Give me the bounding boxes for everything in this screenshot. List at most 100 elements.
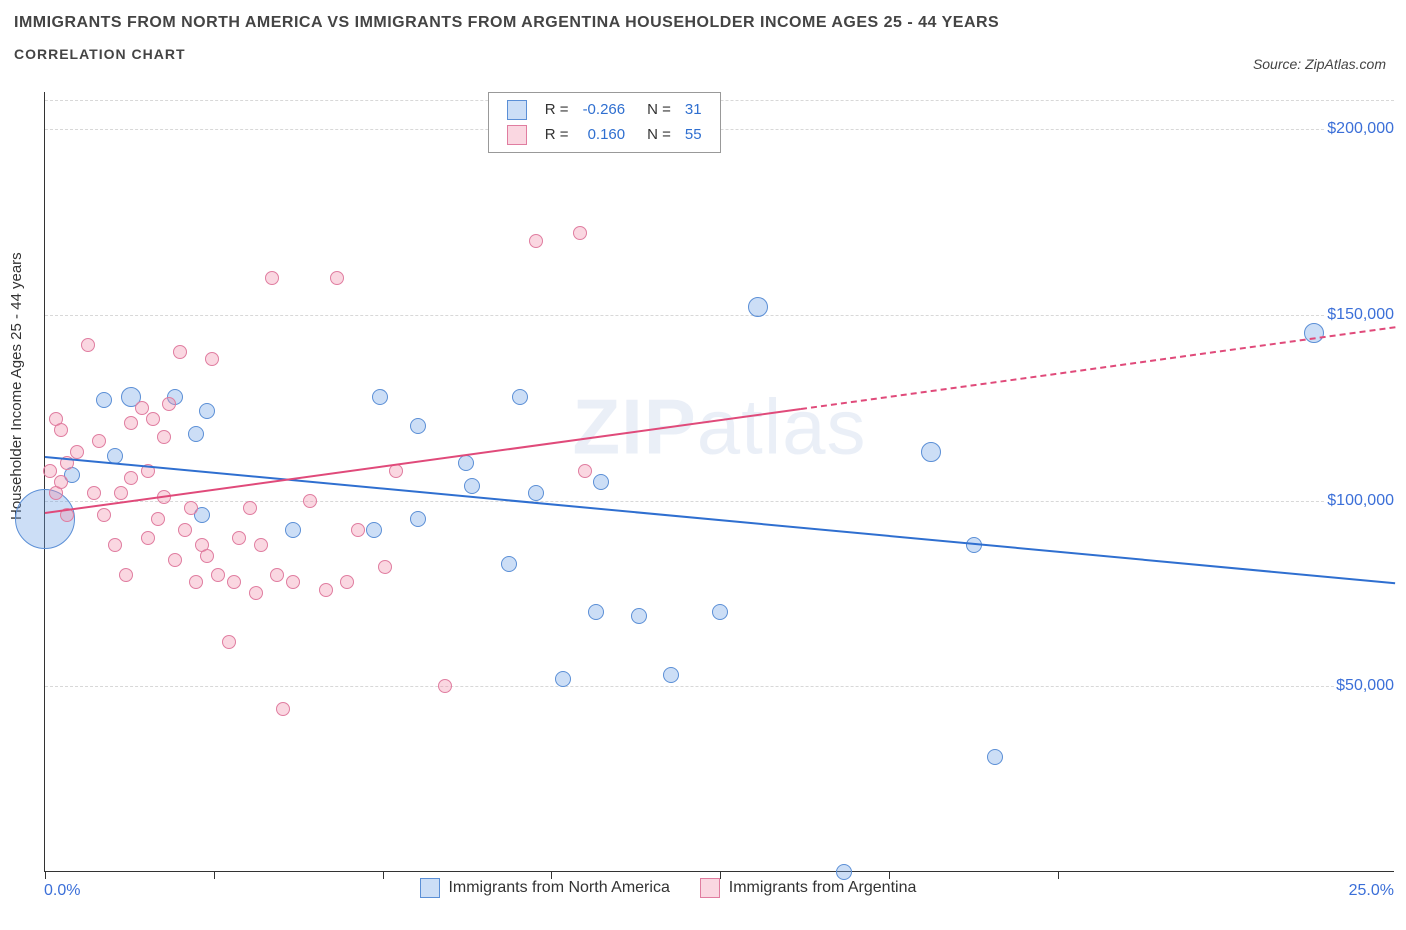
- data-point-na: [285, 522, 301, 538]
- n-value: 55: [679, 124, 708, 147]
- data-point-na: [555, 671, 571, 687]
- r-value: 0.160: [577, 124, 632, 147]
- data-point-ar: [573, 226, 587, 240]
- legend-bottom: Immigrants from North America Immigrants…: [420, 878, 942, 898]
- title-line1: IMMIGRANTS FROM NORTH AMERICA VS IMMIGRA…: [14, 14, 999, 32]
- data-point-ar: [254, 538, 268, 552]
- y-tick-label: $50,000: [1334, 677, 1396, 695]
- data-point-ar: [173, 345, 187, 359]
- data-point-na: [458, 455, 474, 471]
- data-point-ar: [54, 475, 68, 489]
- data-point-ar: [70, 445, 84, 459]
- data-point-ar: [157, 430, 171, 444]
- title-line2: CORRELATION CHART: [14, 46, 999, 62]
- n-value: 31: [679, 99, 708, 122]
- data-point-ar: [119, 568, 133, 582]
- data-point-ar: [168, 553, 182, 567]
- n-label: N =: [633, 99, 677, 122]
- r-value: -0.266: [577, 99, 632, 122]
- source-prefix: Source:: [1253, 56, 1305, 72]
- watermark-thin: atlas: [697, 382, 867, 470]
- y-tick-label: $200,000: [1325, 120, 1396, 138]
- data-point-ar: [87, 486, 101, 500]
- trend-line: [801, 326, 1395, 410]
- y-tick-label: $150,000: [1325, 306, 1396, 324]
- data-point-na: [199, 403, 215, 419]
- x-tick: [214, 871, 215, 879]
- watermark: ZIPatlas: [572, 381, 866, 472]
- data-point-na: [987, 749, 1003, 765]
- legend-row-ar: R =0.160N =55: [501, 124, 708, 147]
- data-point-ar: [114, 486, 128, 500]
- data-point-ar: [97, 508, 111, 522]
- legend-label-ar: Immigrants from Argentina: [729, 879, 917, 896]
- y-tick-label: $100,000: [1325, 492, 1396, 510]
- data-point-ar: [108, 538, 122, 552]
- swatch-ar-icon: [700, 878, 720, 898]
- chart-title: IMMIGRANTS FROM NORTH AMERICA VS IMMIGRA…: [14, 14, 999, 62]
- source-name: ZipAtlas.com: [1305, 56, 1386, 72]
- data-point-na: [410, 511, 426, 527]
- data-point-ar: [141, 531, 155, 545]
- data-point-ar: [200, 549, 214, 563]
- data-point-ar: [124, 416, 138, 430]
- data-point-na: [410, 418, 426, 434]
- data-point-ar: [243, 501, 257, 515]
- scatter-plot: ZIPatlas $50,000 $100,000 $150,000 $200,000…: [44, 92, 1394, 872]
- legend-stats: R =-0.266N =31R =0.160N =55: [488, 92, 721, 153]
- data-point-na: [748, 297, 768, 317]
- data-point-na: [588, 604, 604, 620]
- legend-label-na: Immigrants from North America: [448, 879, 669, 896]
- data-point-na: [501, 556, 517, 572]
- data-point-ar: [340, 575, 354, 589]
- legend-item-na: Immigrants from North America: [420, 878, 670, 898]
- data-point-na: [366, 522, 382, 538]
- legend-row-na: R =-0.266N =31: [501, 99, 708, 122]
- data-point-na: [593, 474, 609, 490]
- data-point-ar: [184, 501, 198, 515]
- x-tick: [383, 871, 384, 879]
- legend-item-ar: Immigrants from Argentina: [700, 878, 916, 898]
- data-point-ar: [529, 234, 543, 248]
- data-point-na: [372, 389, 388, 405]
- data-point-na: [631, 608, 647, 624]
- data-point-ar: [162, 397, 176, 411]
- data-point-ar: [124, 471, 138, 485]
- data-point-ar: [178, 523, 192, 537]
- data-point-ar: [92, 434, 106, 448]
- data-point-ar: [151, 512, 165, 526]
- data-point-na: [663, 667, 679, 683]
- data-point-ar: [319, 583, 333, 597]
- y-axis-title: Householder Income Ages 25 - 44 years: [8, 252, 25, 520]
- data-point-ar: [249, 586, 263, 600]
- data-point-ar: [265, 271, 279, 285]
- r-label: R =: [539, 124, 575, 147]
- data-point-ar: [578, 464, 592, 478]
- data-point-ar: [205, 352, 219, 366]
- data-point-ar: [378, 560, 392, 574]
- data-point-na: [512, 389, 528, 405]
- data-point-na: [528, 485, 544, 501]
- data-point-ar: [270, 568, 284, 582]
- gridline: [45, 315, 1394, 316]
- x-tick: [1058, 871, 1059, 879]
- data-point-ar: [438, 679, 452, 693]
- x-axis-min-label: 0.0%: [44, 882, 80, 900]
- data-point-ar: [227, 575, 241, 589]
- data-point-ar: [81, 338, 95, 352]
- x-tick: [45, 871, 46, 879]
- swatch-na-icon: [507, 100, 527, 120]
- data-point-ar: [146, 412, 160, 426]
- swatch-na-icon: [420, 878, 440, 898]
- data-point-ar: [222, 635, 236, 649]
- data-point-ar: [330, 271, 344, 285]
- data-point-ar: [135, 401, 149, 415]
- data-point-ar: [189, 575, 203, 589]
- x-axis-max-label: 25.0%: [1349, 882, 1394, 900]
- source-attribution: Source: ZipAtlas.com: [1253, 56, 1386, 72]
- swatch-ar-icon: [507, 125, 527, 145]
- n-label: N =: [633, 124, 677, 147]
- data-point-na: [188, 426, 204, 442]
- data-point-na: [712, 604, 728, 620]
- trend-line: [45, 456, 1395, 584]
